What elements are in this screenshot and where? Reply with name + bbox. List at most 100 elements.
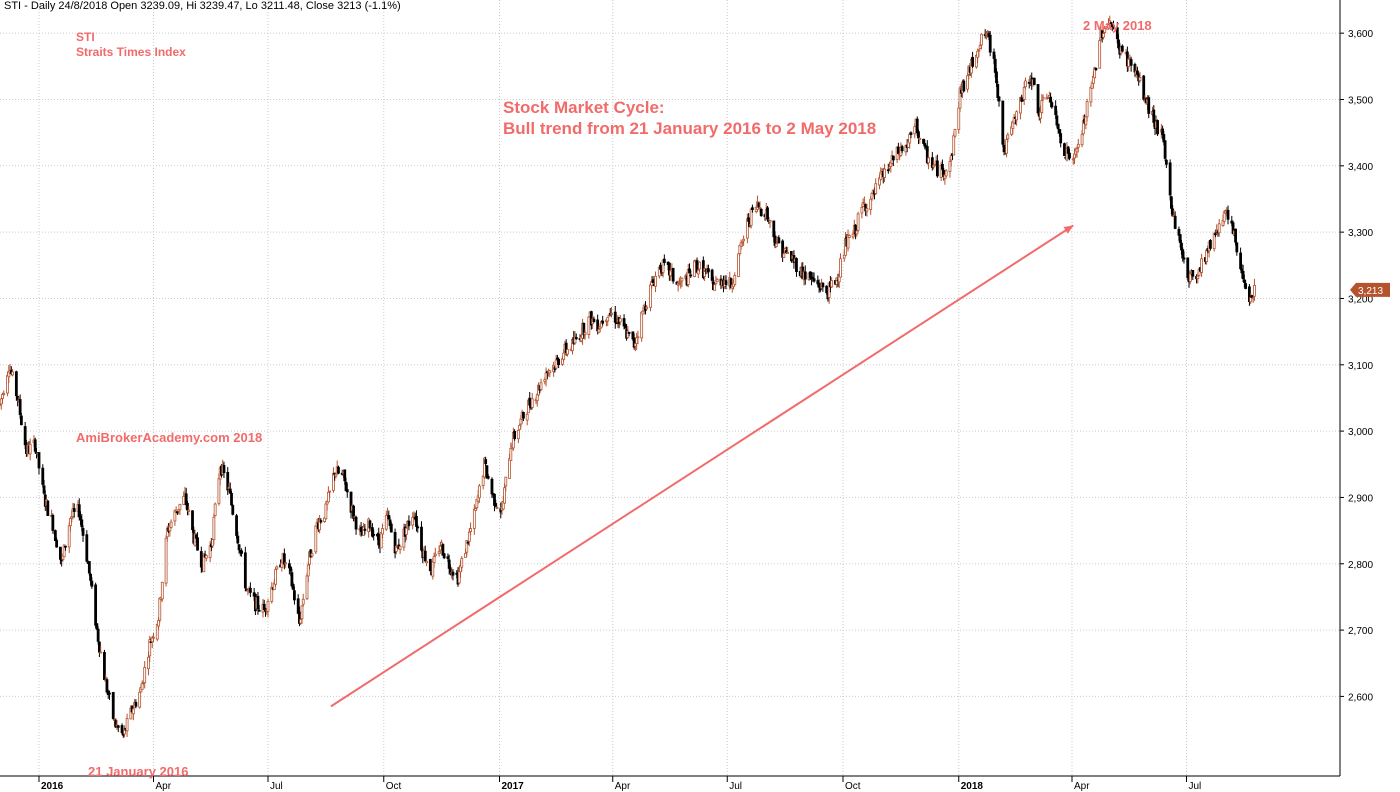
candle-body [387,515,391,519]
candle-body [1244,283,1248,289]
candle-body [615,322,618,325]
candle [1156,119,1159,137]
candle [1059,129,1063,148]
candle-body [592,318,596,323]
candle [484,456,488,467]
candle [94,582,98,629]
candle [236,531,240,545]
candle [574,333,578,341]
candle-body [11,371,14,376]
candle [587,316,591,339]
candle-body [405,527,408,535]
candle-body [152,636,155,639]
candle-body [94,584,98,626]
candle [1182,251,1186,264]
time-tick-label: 2016 [41,781,64,792]
candle-body [1161,128,1164,136]
candlestick-series [0,15,1256,738]
candle-body [1080,133,1084,146]
candle-body [883,168,886,178]
candle [933,164,937,167]
candle [87,561,91,576]
candle-body [662,258,666,263]
candle-body [432,556,436,564]
candle-body [715,278,719,282]
candle-body [372,533,376,536]
candle-body [1136,70,1139,75]
candle-body [627,332,631,334]
candle-body [230,492,233,506]
candle-body [566,349,569,355]
candle-body [1027,81,1031,84]
candle-body [870,192,874,200]
candle-body [274,569,277,585]
candle [812,272,816,283]
candle [407,515,411,531]
candle-body [1049,96,1053,103]
time-tick-label: Apr [615,781,631,792]
candle [1076,138,1080,153]
candle-body [343,469,347,482]
candle-body [120,725,124,734]
candle [768,219,772,229]
time-tick-label: Oct [845,781,861,792]
candle-body [574,337,578,340]
candle [504,476,508,492]
candle [46,500,50,516]
candle-body [1200,258,1203,273]
candle-body [1075,148,1079,153]
candle [442,553,446,560]
candle-body [737,253,740,277]
candle-body [437,551,441,555]
candle-body [738,244,742,255]
candle-body [909,132,913,135]
time-tick-label: 2017 [502,781,525,792]
candle-body [1234,228,1237,243]
candle-body [1226,209,1230,220]
time-tick-label: Apr [156,781,172,792]
candle-body [1112,25,1115,27]
candle [1217,219,1221,237]
candle [1094,67,1098,71]
candle-body [996,84,1000,98]
candle-body [1180,242,1183,251]
candle-body [772,220,776,238]
candle-body [407,520,411,526]
candle-body [0,398,3,405]
candle [1133,62,1137,77]
candle-body [1239,252,1243,270]
candle-body [2,393,6,396]
candle [610,307,613,318]
candle [1251,296,1255,303]
candle-body [484,459,488,465]
time-tick-label: Jul [270,781,283,792]
candle [67,522,71,553]
candle [204,554,208,562]
candle [654,271,657,293]
candle [632,333,636,350]
candle [305,572,309,600]
candle-body [645,306,649,310]
candle [81,525,85,542]
time-axis: 2016 Apr Jul Oct 2017 Apr Jul Oct 2018 Apr Jul [38,776,1201,792]
candle [282,548,286,570]
candle-body [1214,233,1217,236]
candle [275,565,279,570]
time-tick-label: Apr [1074,781,1090,792]
candle-body [381,528,384,535]
candle-body [138,691,142,708]
candle-body [28,443,32,455]
candle [518,423,522,430]
candle-body [958,88,962,109]
candle-body [182,496,186,505]
candle-body [1059,133,1063,144]
candle-body [795,258,798,273]
candle-body [451,571,455,576]
candle [640,311,644,342]
candle [953,128,957,139]
candle [326,486,330,503]
candle [1084,116,1088,130]
candle-body [202,553,206,573]
candle-body [1032,77,1036,85]
candle-body [1205,249,1209,262]
